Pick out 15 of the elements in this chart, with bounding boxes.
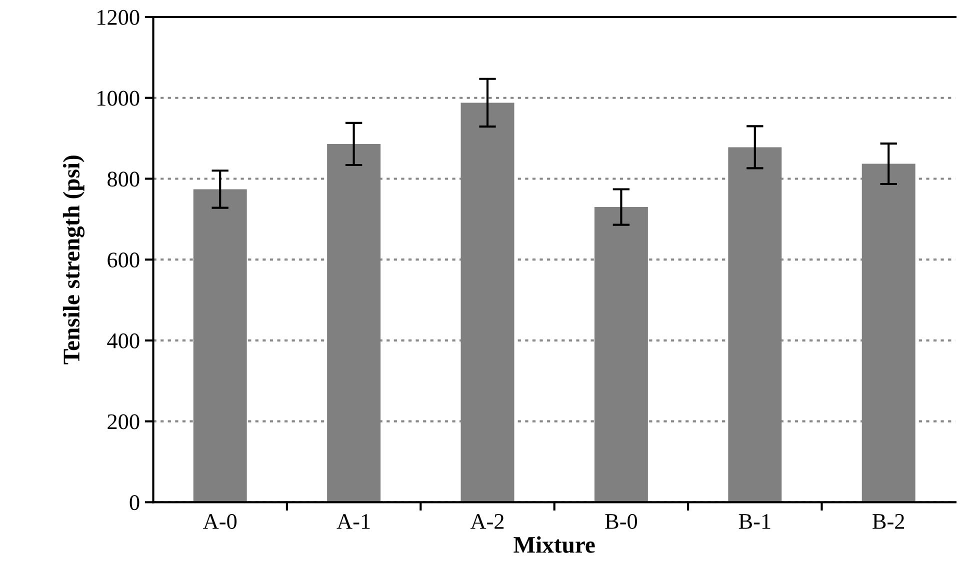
y-tick-label: 200 (108, 414, 140, 430)
y-axis-title: Tensile strength (psi) (62, 156, 85, 364)
y-tick-label: 600 (108, 252, 140, 268)
y-tick-label: 400 (107, 333, 140, 348)
x-tick-label: B-2 (872, 514, 904, 529)
y-tick-label: 0 (130, 495, 140, 510)
x-tick-label: B-1 (738, 514, 770, 529)
x-axis-title: Mixture (514, 536, 595, 553)
y-tick-label: 800 (108, 172, 140, 187)
x-tick-label: A-0 (203, 514, 237, 529)
x-tick-label: A-2 (470, 514, 504, 529)
x-tick-label: B-0 (605, 514, 638, 529)
x-tick-label: A-1 (336, 514, 370, 529)
y-tick-label: 1200 (98, 10, 140, 25)
y-tick-label: 1000 (98, 90, 140, 106)
